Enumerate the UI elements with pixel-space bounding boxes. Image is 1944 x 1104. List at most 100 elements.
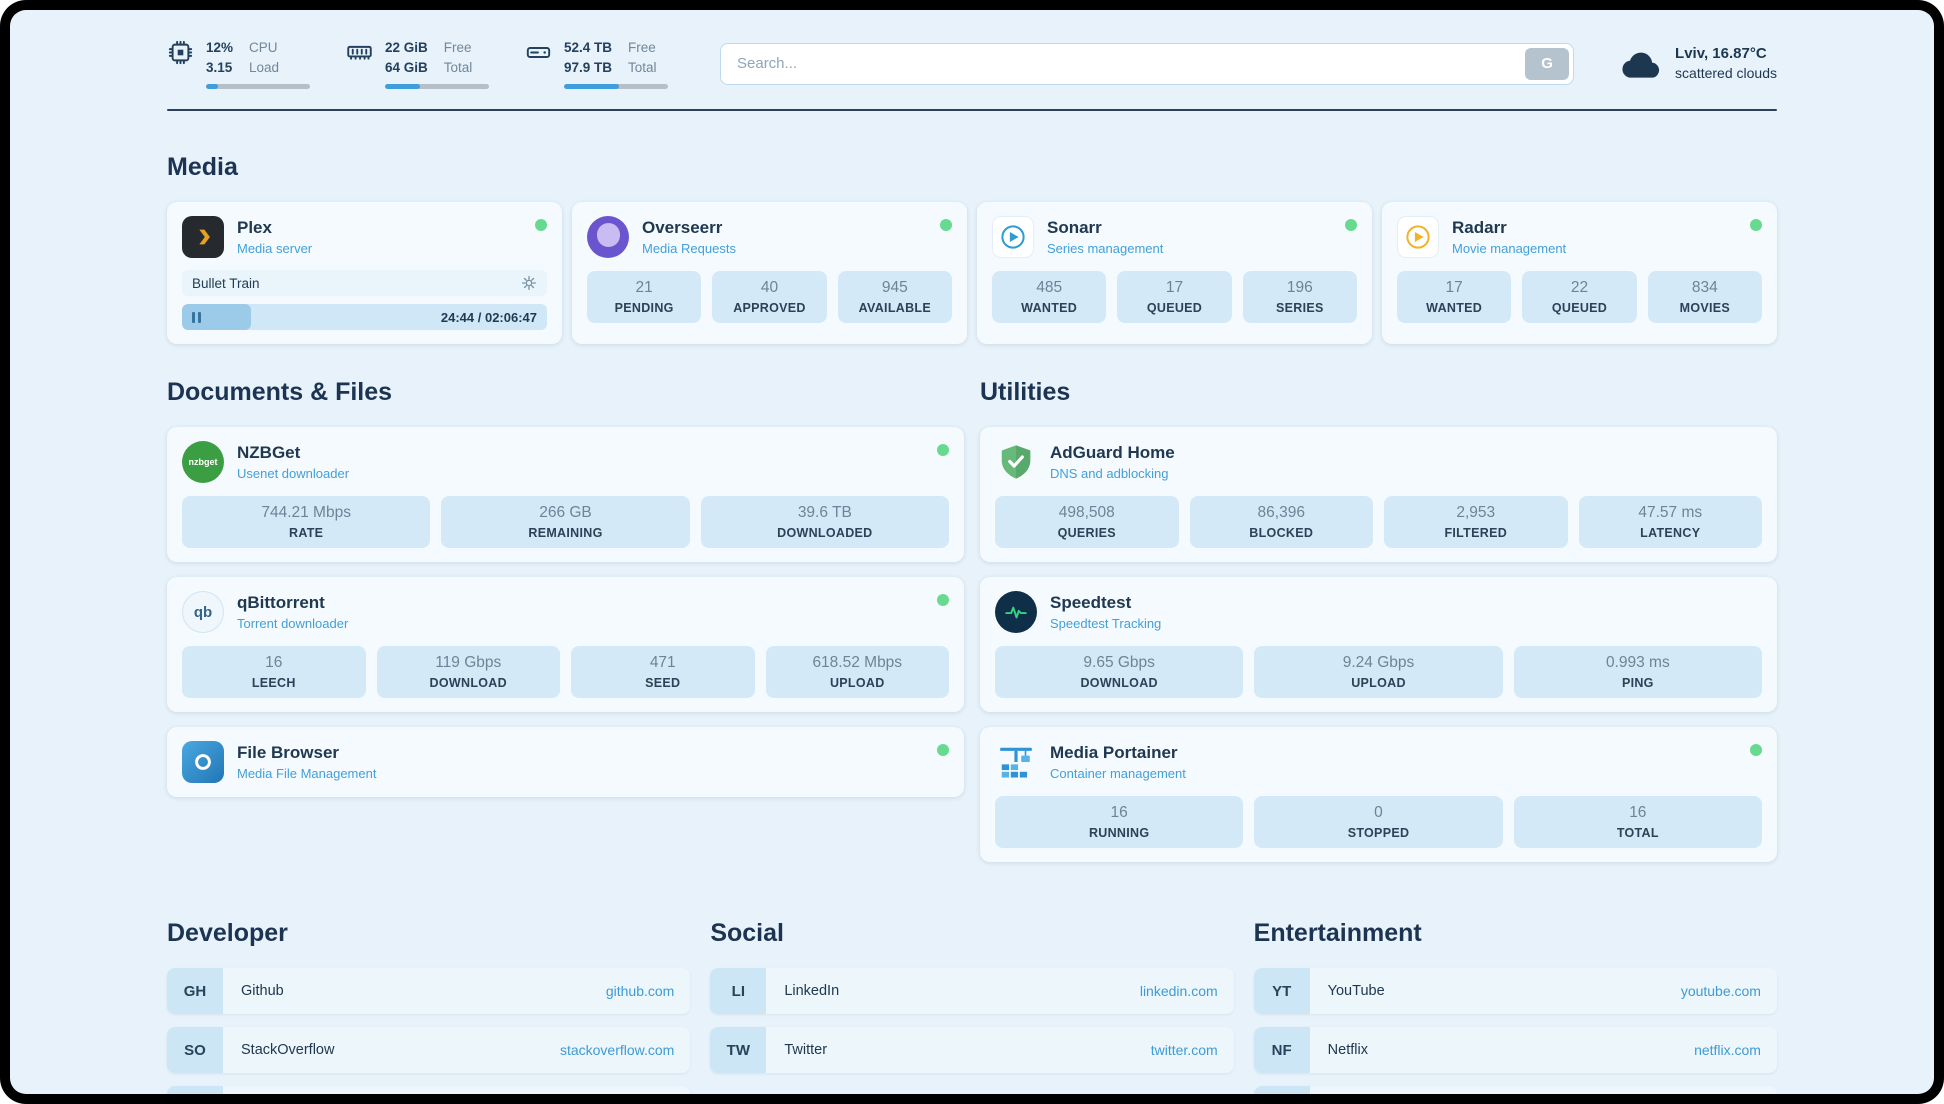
adguard-stat-filtered: 2,953 FILTERED	[1384, 496, 1568, 549]
qbittorrent-subtitle: Torrent downloader	[237, 616, 349, 632]
qbittorrent-name: qBittorrent	[237, 593, 325, 613]
overseerr-stat-pending: 21 PENDING	[587, 271, 702, 324]
bookmark-stackoverflow[interactable]: SO StackOverflow stackoverflow.com	[167, 1027, 691, 1074]
qbittorrent-stat-leech: 16 LEECH	[182, 646, 366, 699]
radarr-icon	[1397, 216, 1439, 259]
plex-playback-progress[interactable]: 24:44 / 02:06:47	[182, 304, 547, 331]
ram-progress-fill	[385, 84, 421, 90]
bookmark-github[interactable]: GH Github github.com	[167, 968, 691, 1015]
sonarr-name: Sonarr	[1047, 218, 1102, 238]
bookmark-dev[interactable]: DT DEV dev.to	[167, 1086, 691, 1094]
radarr-status-dot	[1750, 219, 1762, 232]
ram-widget: 22 GiB 64 GiB Free Total	[346, 38, 489, 90]
portainer-stat-total: 16 TOTAL	[1513, 796, 1762, 849]
portainer-stat-running: 16 RUNNING	[995, 796, 1244, 849]
documents-column: Documents & Files nzbget NZBGet Usenet d…	[167, 344, 964, 812]
dashboard-page: 12% 3.15 CPU Load	[10, 10, 1934, 1094]
adguard-stat-queries: 498,508 QUERIES	[995, 496, 1179, 549]
filebrowser-subtitle: Media File Management	[237, 766, 377, 782]
reddit-abbr-badge: RE	[1253, 1086, 1310, 1094]
top-bar: 12% 3.15 CPU Load	[167, 38, 1777, 90]
bookmark-youtube[interactable]: YT YouTube youtube.com	[1253, 968, 1777, 1015]
nzbget-stat-remaining: 266 GB REMAINING	[441, 496, 690, 549]
cpu-load-value: 3.15	[206, 59, 233, 75]
nzbget-stat-rate: 744.21 Mbps RATE	[182, 496, 431, 549]
section-title-media: Media	[167, 153, 238, 182]
topbar-divider	[167, 109, 1777, 112]
portainer-status-dot	[1750, 744, 1762, 757]
weather-condition: scattered clouds	[1675, 65, 1777, 82]
speedtest-stat-download: 9.65 Gbps DOWNLOAD	[995, 646, 1244, 699]
adguard-stat-latency: 47.57 ms LATENCY	[1578, 496, 1762, 549]
netflix-url: netflix.com	[1694, 1042, 1761, 1059]
portainer-icon	[995, 741, 1037, 783]
cpu-widget: 12% 3.15 CPU Load	[167, 38, 310, 90]
qbittorrent-stat-download: 119 Gbps DOWNLOAD	[376, 646, 560, 699]
radarr-name: Radarr	[1452, 218, 1507, 238]
bookmark-twitter[interactable]: TW Twitter twitter.com	[710, 1027, 1234, 1074]
search-input[interactable]	[720, 42, 1575, 85]
speedtest-stat-ping: 0.993 ms PING	[1513, 646, 1762, 699]
qbittorrent-stat-seed: 471 SEED	[571, 646, 755, 699]
card-nzbget[interactable]: nzbget NZBGet Usenet downloader 744.21 M…	[167, 427, 964, 563]
portainer-stat-stopped: 0 STOPPED	[1254, 796, 1503, 849]
qbittorrent-stat-upload: 618.52 Mbps UPLOAD	[765, 646, 949, 699]
speedtest-stat-upload: 9.24 Gbps UPLOAD	[1254, 646, 1503, 699]
entertainment-column: Entertainment YT YouTube youtube.com NF …	[1253, 877, 1777, 1094]
disk-free-label: Free	[628, 40, 656, 55]
cpu-load-label: Load	[249, 59, 280, 75]
gear-icon[interactable]	[521, 275, 537, 291]
search-engine-button[interactable]: G	[1525, 47, 1570, 80]
plex-now-playing-title: Bullet Train	[192, 275, 260, 291]
cpu-usage-value: 12%	[206, 40, 234, 55]
disk-total-value: 97.9 TB	[564, 59, 613, 75]
disk-total-label: Total	[628, 59, 657, 75]
plex-name: Plex	[237, 218, 272, 238]
dev-abbr-badge: DT	[167, 1086, 223, 1094]
card-sonarr[interactable]: Sonarr Series management 485 WANTED 17 Q…	[977, 202, 1372, 345]
weather-widget[interactable]: Lviv, 16.87°C scattered clouds	[1620, 43, 1777, 84]
disk-progress-bar	[564, 84, 668, 90]
card-adguard[interactable]: AdGuard Home DNS and adblocking 498,508 …	[980, 427, 1777, 563]
card-overseerr[interactable]: Overseerr Media Requests 21 PENDING 40 A…	[572, 202, 967, 345]
bookmark-reddit[interactable]: RE Reddit reddit.com	[1253, 1086, 1777, 1094]
plex-progress-fill	[182, 304, 252, 331]
ram-progress-bar	[385, 84, 489, 90]
nzbget-name: NZBGet	[237, 443, 301, 463]
ram-icon	[346, 39, 373, 66]
ram-total-value: 64 GiB	[385, 59, 428, 75]
card-portainer[interactable]: Media Portainer Container management 16 …	[980, 727, 1777, 863]
card-radarr[interactable]: Radarr Movie management 17 WANTED 22 QUE…	[1382, 202, 1777, 345]
github-abbr-badge: GH	[167, 968, 223, 1015]
card-qbittorrent[interactable]: qb qBittorrent Torrent downloader 16 LEE…	[167, 577, 964, 713]
adguard-stat-blocked: 86,396 BLOCKED	[1189, 496, 1373, 549]
social-column: Social LI LinkedIn linkedin.com TW Twitt…	[710, 877, 1234, 1086]
speedtest-subtitle: Speedtest Tracking	[1050, 616, 1162, 632]
sonarr-stat-wanted: 485 WANTED	[992, 271, 1107, 324]
sonarr-icon	[992, 216, 1034, 259]
cpu-usage-label: CPU	[249, 40, 278, 55]
filebrowser-status-dot	[937, 744, 949, 757]
overseerr-status-dot	[940, 219, 952, 232]
disk-free-value: 52.4 TB	[564, 40, 613, 55]
cloud-icon	[1620, 47, 1662, 81]
plex-icon	[182, 216, 224, 259]
disk-icon	[525, 39, 552, 66]
stackoverflow-abbr-badge: SO	[167, 1027, 223, 1074]
linkedin-abbr-badge: LI	[710, 968, 767, 1015]
system-stats: 12% 3.15 CPU Load	[167, 38, 668, 90]
plex-time: 24:44 / 02:06:47	[440, 309, 537, 325]
card-filebrowser[interactable]: File Browser Media File Management	[167, 727, 964, 798]
card-plex[interactable]: Plex Media server Bullet Train	[167, 202, 562, 345]
utilities-column: Utilities AdGuard Home DNS and adblockin…	[980, 344, 1777, 877]
bookmark-netflix[interactable]: NF Netflix netflix.com	[1253, 1027, 1777, 1074]
overseerr-stat-available: 945 AVAILABLE	[837, 271, 952, 324]
qbittorrent-status-dot	[937, 594, 949, 607]
cpu-progress-fill	[206, 84, 219, 90]
speedtest-icon	[995, 591, 1037, 634]
bookmark-linkedin[interactable]: LI LinkedIn linkedin.com	[710, 968, 1234, 1015]
youtube-url: youtube.com	[1680, 983, 1761, 1000]
card-speedtest[interactable]: Speedtest Speedtest Tracking 9.65 Gbps D…	[980, 577, 1777, 713]
radarr-stat-movies: 834 MOVIES	[1647, 271, 1762, 324]
twitter-abbr-badge: TW	[710, 1027, 767, 1074]
